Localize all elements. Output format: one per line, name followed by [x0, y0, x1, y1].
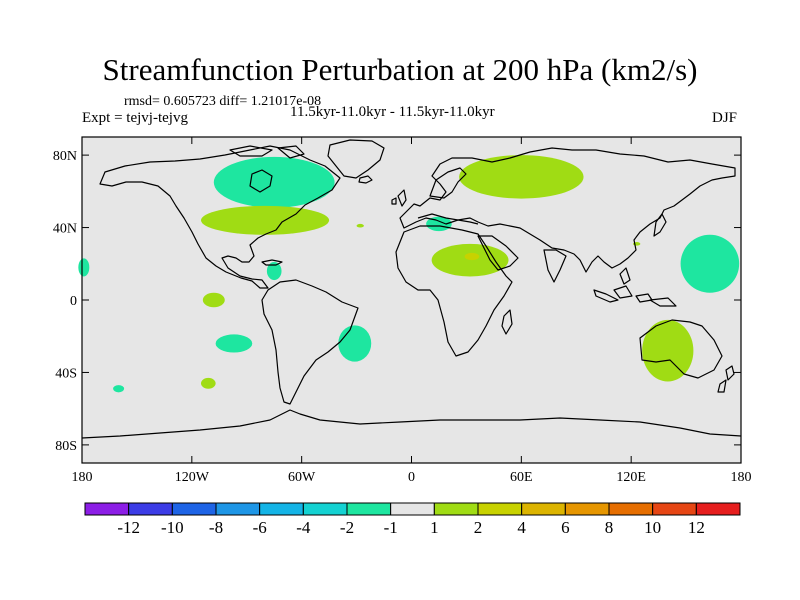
y-tick-label: 0: [70, 294, 77, 309]
colorbar-label: 4: [517, 518, 526, 537]
coastline-mediterranean: [417, 213, 479, 225]
colorbar-box: [346, 502, 392, 516]
colorbar-box: [477, 502, 523, 516]
anomaly-far-south-pacific: [113, 385, 125, 393]
map-background: [82, 137, 741, 463]
stats-line: rmsd= 0.605723 diff= 1.21017e-08: [124, 94, 322, 109]
anomaly-south-pacific: [215, 334, 253, 353]
colorbar-box: [433, 502, 479, 516]
coastline-scandinavia: [429, 167, 467, 199]
coastline-australia: [639, 319, 723, 379]
colorbar-label: 12: [688, 518, 705, 537]
anomaly-north-africa-arabia: [431, 243, 509, 277]
period-label: 11.5kyr-11.0kyr - 11.5kyr-11.0kyr: [290, 104, 495, 120]
colorbar-label: 6: [561, 518, 570, 537]
colorbar-label: -4: [296, 518, 311, 537]
colorbar-label: -8: [209, 518, 223, 537]
colorbar-box: [84, 502, 130, 516]
coastline-iceland: [358, 175, 373, 184]
colorbar-label: 1: [430, 518, 439, 537]
x-axis-ticks: 180 120W 60W 0 60E 120E 180: [72, 137, 752, 485]
colorbar-box: [608, 502, 654, 516]
colorbar-box: [215, 502, 261, 516]
colorbar-box: [695, 502, 741, 516]
x-tick-label: 120E: [616, 470, 646, 485]
y-tick-label: 40N: [53, 222, 77, 237]
coastline-hudson-bay: [249, 169, 273, 193]
x-tick-label: 60E: [510, 470, 533, 485]
coastline-antarctica: [81, 409, 742, 439]
x-tick-label: 60W: [288, 470, 316, 485]
coastline-madagascar: [501, 309, 513, 335]
y-tick-label: 80N: [53, 149, 77, 164]
x-tick-label: 180: [72, 470, 93, 485]
coastline-eurasia: [399, 147, 736, 273]
coastline-japan: [653, 213, 667, 237]
y-tick-label: 80S: [55, 439, 77, 454]
colorbar-label: -10: [161, 518, 184, 537]
experiment-label: Expt = tejvj-tejvg: [82, 110, 188, 126]
anomaly-layer: [78, 155, 740, 393]
anomaly-eastern-tropical-pacific: [202, 292, 225, 308]
colorbar-label: 10: [644, 518, 661, 537]
coastline-north-america: [99, 145, 341, 289]
colorbar: -12 -10 -8 -6 -4 -2 -1 1 2 4 6 8 10 12: [84, 502, 741, 537]
colorbar-label: -2: [340, 518, 354, 537]
colorbar-label: -6: [253, 518, 267, 537]
colorbar-box: [171, 502, 217, 516]
anomaly-northern-eurasia: [459, 155, 584, 199]
colorbar-box: [259, 502, 304, 516]
coastline-caribbean: [261, 259, 283, 266]
anomaly-australia: [642, 319, 694, 382]
anomaly-canada-hudson-bay: [213, 156, 335, 208]
coastline-new-zealand: [717, 365, 735, 393]
anomaly-caribbean: [266, 261, 282, 281]
coastline-india: [543, 249, 567, 283]
colorbar-box: [564, 502, 610, 516]
x-tick-label: 0: [408, 470, 415, 485]
colorbar-box: [521, 502, 566, 516]
anomaly-mid-atlantic: [356, 223, 364, 228]
coastline-indonesia: [593, 267, 677, 307]
coastline-arabia: [477, 235, 519, 271]
season-label: DJF: [712, 110, 738, 126]
x-tick-label: 120W: [175, 470, 210, 485]
colorbar-label: -12: [117, 518, 140, 537]
coastlines: [81, 139, 742, 439]
colorbar-box: [128, 502, 173, 516]
colorbar-box: [390, 502, 435, 516]
y-axis-ticks: 80N 40N 0 40S 80S: [53, 149, 741, 454]
colorbar-label: -1: [384, 518, 398, 537]
colorbar-box: [652, 502, 697, 516]
coastline-british-isles: [391, 189, 407, 207]
anomaly-southeast-pacific: [200, 377, 216, 389]
anomaly-western-north-pacific: [680, 234, 740, 293]
x-tick-label: 180: [731, 470, 752, 485]
coastline-arctic-islands: [229, 145, 305, 159]
colorbar-label: 2: [474, 518, 483, 537]
anomaly-egypt: [464, 252, 480, 261]
anomaly-western-pacific-edge: [78, 258, 90, 277]
coastline-south-america: [261, 279, 359, 405]
chart-title: Streamfunction Perturbation at 200 hPa (…: [102, 52, 698, 87]
colorbar-label: 8: [605, 518, 614, 537]
y-tick-label: 40S: [55, 366, 77, 381]
anomaly-north-atlantic: [200, 205, 330, 235]
colorbar-box: [302, 502, 348, 516]
anomaly-south-atlantic: [338, 325, 372, 362]
coastline-greenland: [327, 139, 385, 179]
coastline-africa: [395, 225, 513, 357]
